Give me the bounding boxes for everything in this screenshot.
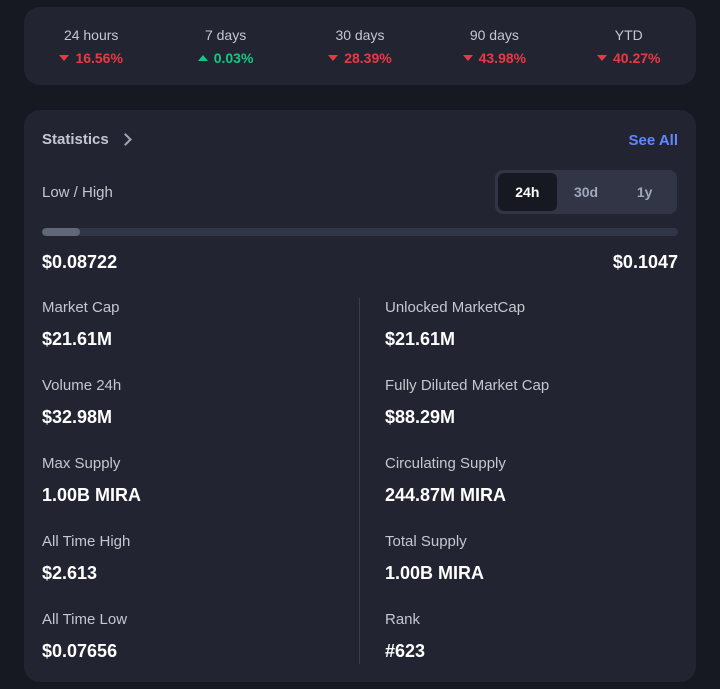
stat-label: Market Cap <box>42 299 120 316</box>
perf-24h: 24 hours 16.56% <box>31 26 151 67</box>
stat-value: 1.00B MIRA <box>42 485 142 505</box>
stat-value: $2.613 <box>42 563 98 583</box>
column-divider <box>359 298 360 664</box>
stat-unlocked-marketcap: Unlocked MarketCap $21.61M <box>385 298 549 376</box>
statistics-header-link[interactable]: Statistics <box>42 131 132 148</box>
stat-total-supply: Total Supply 1.00B MIRA <box>385 532 549 610</box>
caret-down-icon <box>59 54 70 61</box>
perf-change: 40.27% <box>613 49 661 66</box>
stat-label: Rank <box>385 611 421 628</box>
stat-label: Total Supply <box>385 533 467 550</box>
stat-label: Circulating Supply <box>385 455 506 472</box>
stat-value: $32.98M <box>42 407 113 427</box>
stat-all-time-high: All Time High $2.613 <box>42 532 141 610</box>
stat-volume-24h: Volume 24h $32.98M <box>42 376 141 454</box>
stats-column-right: Unlocked MarketCap $21.61M Fully Diluted… <box>385 298 549 688</box>
perf-90d: 90 days 43.98% <box>434 26 554 67</box>
perf-label: 30 days <box>335 26 385 43</box>
range-bar-fill <box>42 228 81 236</box>
statistics-title: Statistics <box>42 131 109 148</box>
stat-value: $88.29M <box>385 407 456 427</box>
perf-value: 43.98% <box>434 49 554 67</box>
perf-change: 43.98% <box>478 49 527 66</box>
perf-change: 28.39% <box>344 49 392 66</box>
stat-label: Volume 24h <box>42 377 122 394</box>
perf-label: 24 hours <box>63 26 119 43</box>
stat-value: 1.00B MIRA <box>385 563 485 583</box>
stat-label: Unlocked MarketCap <box>385 299 526 316</box>
stat-label: All Time Low <box>42 611 128 628</box>
perf-change: 0.03% <box>213 49 254 66</box>
see-all-link[interactable]: See All <box>628 132 678 149</box>
chevron-right-icon <box>118 133 132 146</box>
stat-label: Fully Diluted Market Cap <box>385 377 550 394</box>
stat-max-supply: Max Supply 1.00B MIRA <box>42 454 141 532</box>
stat-fully-diluted-market-cap: Fully Diluted Market Cap $88.29M <box>385 376 549 454</box>
stat-circulating-supply: Circulating Supply 244.87M MIRA <box>385 454 549 532</box>
stat-value: #623 <box>385 641 426 661</box>
stat-label: All Time High <box>42 533 131 550</box>
stat-value: $21.61M <box>42 329 113 349</box>
stat-value: 244.87M MIRA <box>385 485 507 505</box>
perf-change: 16.56% <box>75 49 123 66</box>
perf-30d: 30 days 28.39% <box>300 26 420 67</box>
caret-up-icon <box>197 54 208 61</box>
range-toggle: 24h 30d 1y <box>495 170 677 214</box>
perf-label: 90 days <box>469 26 519 43</box>
stats-column-left: Market Cap $21.61M Volume 24h $32.98M Ma… <box>42 298 141 688</box>
perf-value: 40.27% <box>569 49 689 67</box>
perf-label: YTD <box>614 26 643 43</box>
stat-value: $21.61M <box>385 329 456 349</box>
low-high-range-bar <box>42 228 678 236</box>
perf-7d: 7 days 0.03% <box>166 26 286 67</box>
caret-down-icon <box>328 54 339 61</box>
perf-value: 16.56% <box>31 49 151 67</box>
caret-down-icon <box>597 54 607 61</box>
caret-down-icon <box>462 54 473 61</box>
stat-rank: Rank #623 <box>385 610 549 688</box>
range-option-1y[interactable]: 1y <box>636 184 653 200</box>
range-high-value: $0.1047 <box>612 252 678 272</box>
stat-all-time-low: All Time Low $0.07656 <box>42 610 141 688</box>
perf-ytd: YTD 40.27% <box>569 26 689 67</box>
statistics-card: Statistics See All Low / High 24h 30d 1y… <box>24 110 696 682</box>
range-option-24h[interactable]: 24h <box>498 173 557 211</box>
perf-value: 28.39% <box>300 49 420 67</box>
perf-label: 7 days <box>204 26 247 43</box>
stat-value: $0.07656 <box>42 641 118 661</box>
perf-value: 0.03% <box>166 49 286 67</box>
price-performance-card: 24 hours 16.56% 7 days 0.03% 30 days 28.… <box>24 7 696 85</box>
low-high-label: Low / High <box>42 184 113 201</box>
stat-market-cap: Market Cap $21.61M <box>42 298 141 376</box>
range-low-value: $0.08722 <box>42 252 118 272</box>
stat-label: Max Supply <box>42 455 121 472</box>
range-option-30d[interactable]: 30d <box>573 184 599 200</box>
